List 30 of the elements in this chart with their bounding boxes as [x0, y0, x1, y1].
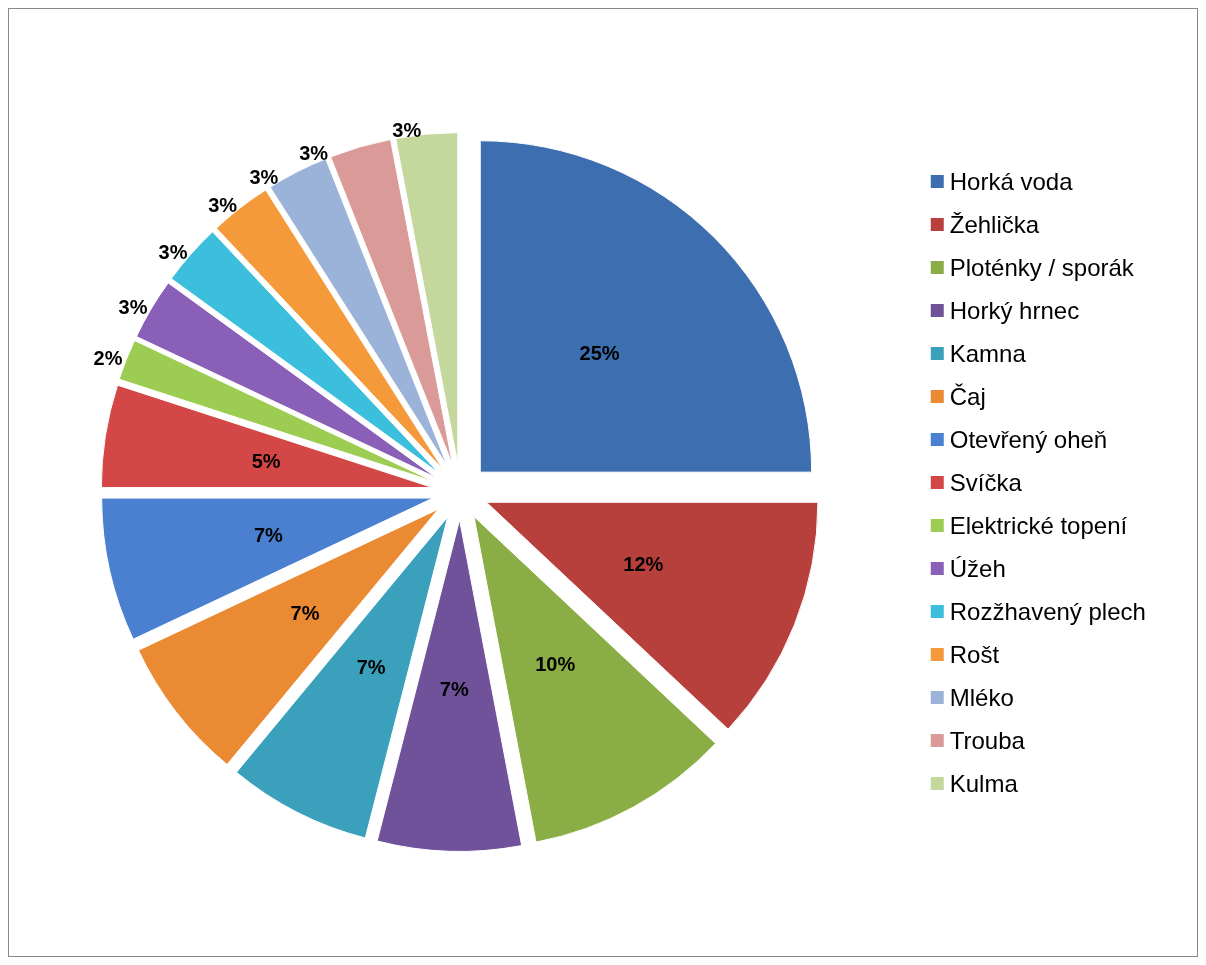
legend-label: Horký hrnec	[949, 297, 1080, 324]
data-label: 10%	[535, 653, 576, 676]
data-label: 25%	[579, 341, 620, 364]
legend-label: Mléko	[949, 684, 1014, 711]
legend-label: Ploténky / sporák	[949, 254, 1135, 281]
legend-label: Kamna	[949, 340, 1027, 367]
legend-label: Rozžhavený plech	[949, 598, 1146, 625]
legend-label: Trouba	[949, 727, 1026, 754]
data-label: 3%	[118, 295, 148, 318]
legend-label: Čaj	[949, 383, 986, 410]
legend-label: Rošt	[949, 641, 1000, 668]
legend-label: Horká voda	[949, 168, 1074, 195]
data-label: 7%	[439, 677, 469, 700]
legend-label: Žehlička	[949, 211, 1040, 238]
data-label: 7%	[356, 656, 386, 679]
legend-label: Otevřený oheň	[949, 426, 1108, 453]
data-label: 3%	[249, 166, 279, 189]
data-label: 7%	[254, 523, 284, 546]
data-label: 12%	[623, 553, 664, 576]
data-label: 3%	[158, 240, 188, 263]
data-label: 5%	[251, 450, 281, 473]
data-label: 3%	[392, 119, 422, 142]
legend-label: Elektrické topení	[949, 512, 1128, 539]
legend-label: Úžeh	[949, 555, 1006, 582]
data-label: 3%	[299, 142, 329, 165]
legend-label: Svíčka	[949, 469, 1023, 496]
legend-label: Kulma	[949, 770, 1019, 797]
data-label: 7%	[290, 601, 320, 624]
data-label: 2%	[93, 347, 123, 370]
data-label: 3%	[208, 193, 238, 216]
